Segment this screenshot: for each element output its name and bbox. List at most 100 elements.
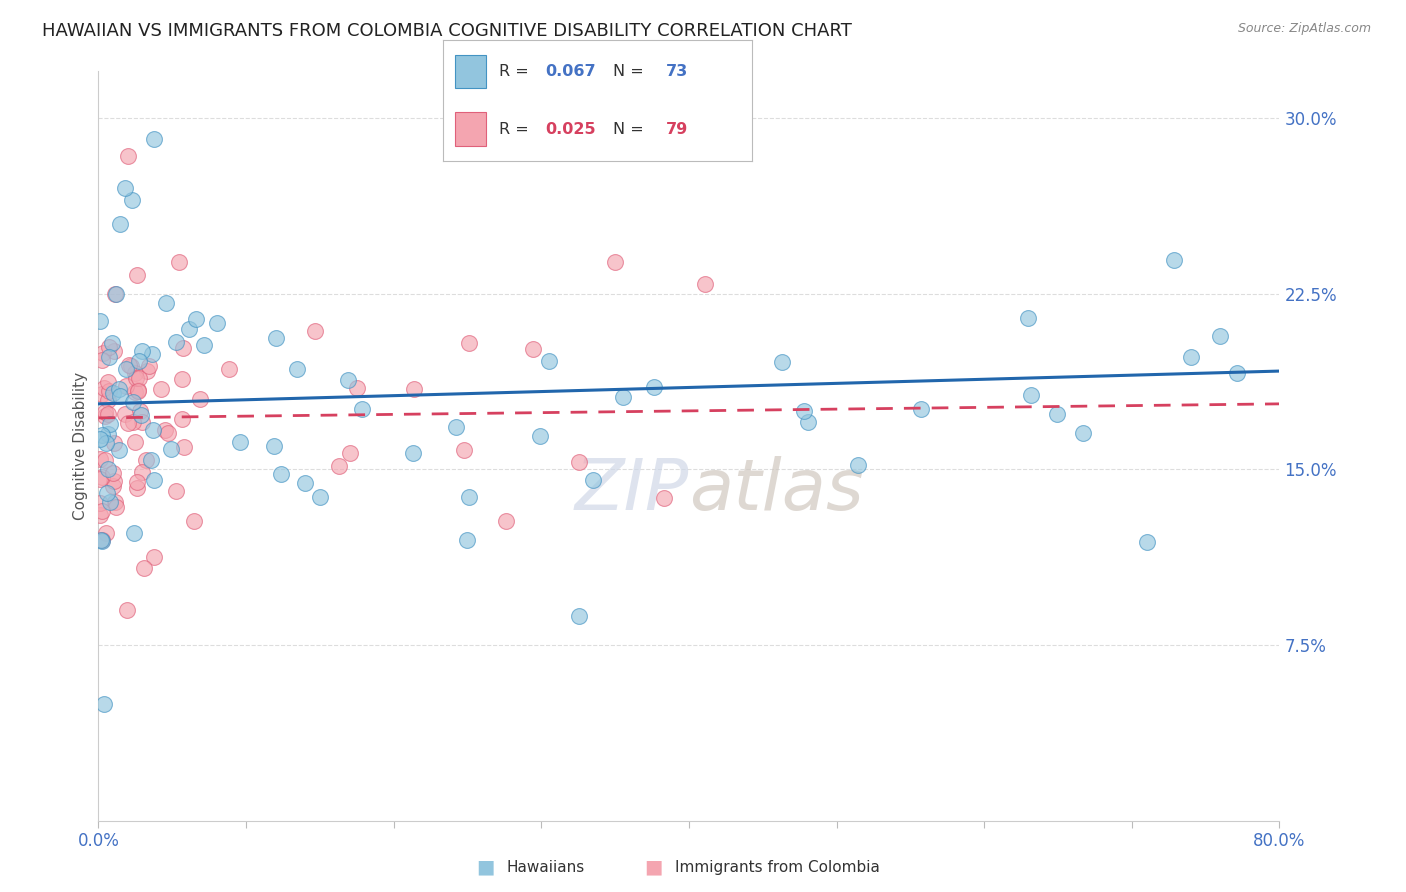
- Point: [218, 361, 240, 376]
- Point: [131, 465, 153, 479]
- Point: [444, 420, 467, 434]
- Point: [183, 514, 205, 528]
- Point: [581, 473, 603, 487]
- Point: [125, 371, 148, 385]
- Point: [172, 412, 194, 426]
- Point: [97, 461, 120, 475]
- Point: [134, 561, 156, 575]
- Point: [121, 395, 143, 409]
- Point: [97, 376, 120, 390]
- Text: R =: R =: [499, 64, 533, 79]
- Point: [143, 132, 166, 146]
- Text: Source: ZipAtlas.com: Source: ZipAtlas.com: [1237, 22, 1371, 36]
- Point: [308, 490, 330, 504]
- Point: [160, 442, 183, 456]
- Point: [770, 355, 793, 369]
- Point: [94, 453, 117, 467]
- Point: [127, 383, 149, 397]
- Point: [121, 415, 143, 429]
- Point: [1019, 387, 1042, 401]
- Point: [179, 322, 201, 336]
- Point: [114, 407, 136, 421]
- Point: [229, 435, 252, 450]
- Point: [693, 277, 716, 291]
- Text: atlas: atlas: [689, 457, 863, 525]
- Point: [529, 429, 551, 443]
- Point: [143, 549, 166, 564]
- Point: [205, 316, 228, 330]
- Point: [94, 409, 117, 424]
- Point: [103, 343, 125, 358]
- Point: [101, 467, 124, 481]
- Point: [101, 479, 124, 493]
- Text: ZIP: ZIP: [575, 457, 689, 525]
- FancyBboxPatch shape: [456, 112, 486, 146]
- Text: N =: N =: [613, 121, 650, 136]
- Point: [127, 384, 149, 398]
- Point: [605, 254, 627, 268]
- Text: 0.025: 0.025: [546, 121, 596, 136]
- Point: [97, 392, 120, 407]
- Point: [643, 380, 665, 394]
- Point: [294, 476, 316, 491]
- Point: [121, 193, 143, 207]
- Point: [124, 525, 146, 540]
- Point: [127, 475, 149, 489]
- Point: [125, 481, 148, 495]
- Text: N =: N =: [613, 64, 650, 79]
- Point: [94, 526, 117, 541]
- Point: [538, 354, 561, 368]
- Point: [456, 533, 478, 548]
- Point: [1017, 311, 1039, 326]
- Point: [793, 404, 815, 418]
- Point: [97, 427, 120, 442]
- Point: [89, 314, 111, 328]
- Point: [150, 382, 173, 396]
- Text: ■: ■: [475, 857, 495, 877]
- Point: [120, 359, 142, 373]
- Point: [138, 359, 160, 373]
- Point: [402, 382, 425, 396]
- Point: [184, 312, 207, 326]
- Point: [128, 354, 150, 368]
- Point: [287, 362, 309, 376]
- Point: [797, 415, 820, 429]
- Point: [135, 453, 157, 467]
- Point: [89, 432, 111, 446]
- Point: [173, 440, 195, 454]
- Point: [142, 423, 165, 437]
- Point: [141, 347, 163, 361]
- Point: [115, 379, 138, 393]
- Point: [105, 286, 128, 301]
- Point: [1136, 535, 1159, 549]
- Point: [114, 181, 136, 195]
- Point: [141, 452, 163, 467]
- Point: [568, 609, 591, 624]
- Point: [172, 372, 194, 386]
- Point: [346, 381, 368, 395]
- Point: [104, 286, 127, 301]
- Point: [108, 442, 131, 457]
- Text: 0.067: 0.067: [546, 64, 596, 79]
- FancyBboxPatch shape: [456, 54, 486, 88]
- Point: [100, 417, 122, 431]
- Point: [98, 384, 121, 398]
- Point: [93, 381, 115, 395]
- Point: [118, 359, 141, 373]
- Point: [153, 423, 176, 437]
- Point: [124, 385, 146, 400]
- Point: [270, 467, 292, 482]
- Point: [90, 533, 112, 548]
- Point: [522, 342, 544, 356]
- Point: [1071, 425, 1094, 440]
- Point: [117, 149, 139, 163]
- Point: [107, 383, 129, 397]
- Text: Hawaiians: Hawaiians: [506, 860, 585, 874]
- Point: [131, 415, 153, 429]
- Point: [90, 533, 112, 548]
- Point: [91, 504, 114, 518]
- Text: ■: ■: [644, 857, 664, 877]
- Text: HAWAIIAN VS IMMIGRANTS FROM COLOMBIA COGNITIVE DISABILITY CORRELATION CHART: HAWAIIAN VS IMMIGRANTS FROM COLOMBIA COG…: [42, 22, 852, 40]
- Point: [1209, 329, 1232, 343]
- Point: [98, 495, 121, 509]
